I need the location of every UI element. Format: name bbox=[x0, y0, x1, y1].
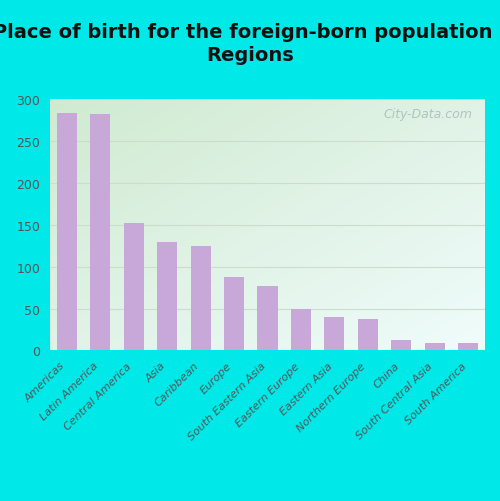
Bar bbox=[190, 246, 210, 351]
Bar bbox=[291, 309, 311, 351]
Bar bbox=[258, 287, 278, 351]
Bar bbox=[90, 114, 110, 351]
Bar bbox=[157, 243, 177, 351]
Bar bbox=[124, 224, 144, 351]
Text: City-Data.com: City-Data.com bbox=[383, 108, 472, 121]
Bar bbox=[458, 343, 478, 351]
Text: Place of birth for the foreign-born population -
Regions: Place of birth for the foreign-born popu… bbox=[0, 23, 500, 65]
Bar bbox=[56, 114, 77, 351]
Bar bbox=[324, 317, 344, 351]
Bar bbox=[358, 319, 378, 351]
Bar bbox=[224, 277, 244, 351]
Bar bbox=[392, 340, 411, 351]
Bar bbox=[425, 343, 445, 351]
